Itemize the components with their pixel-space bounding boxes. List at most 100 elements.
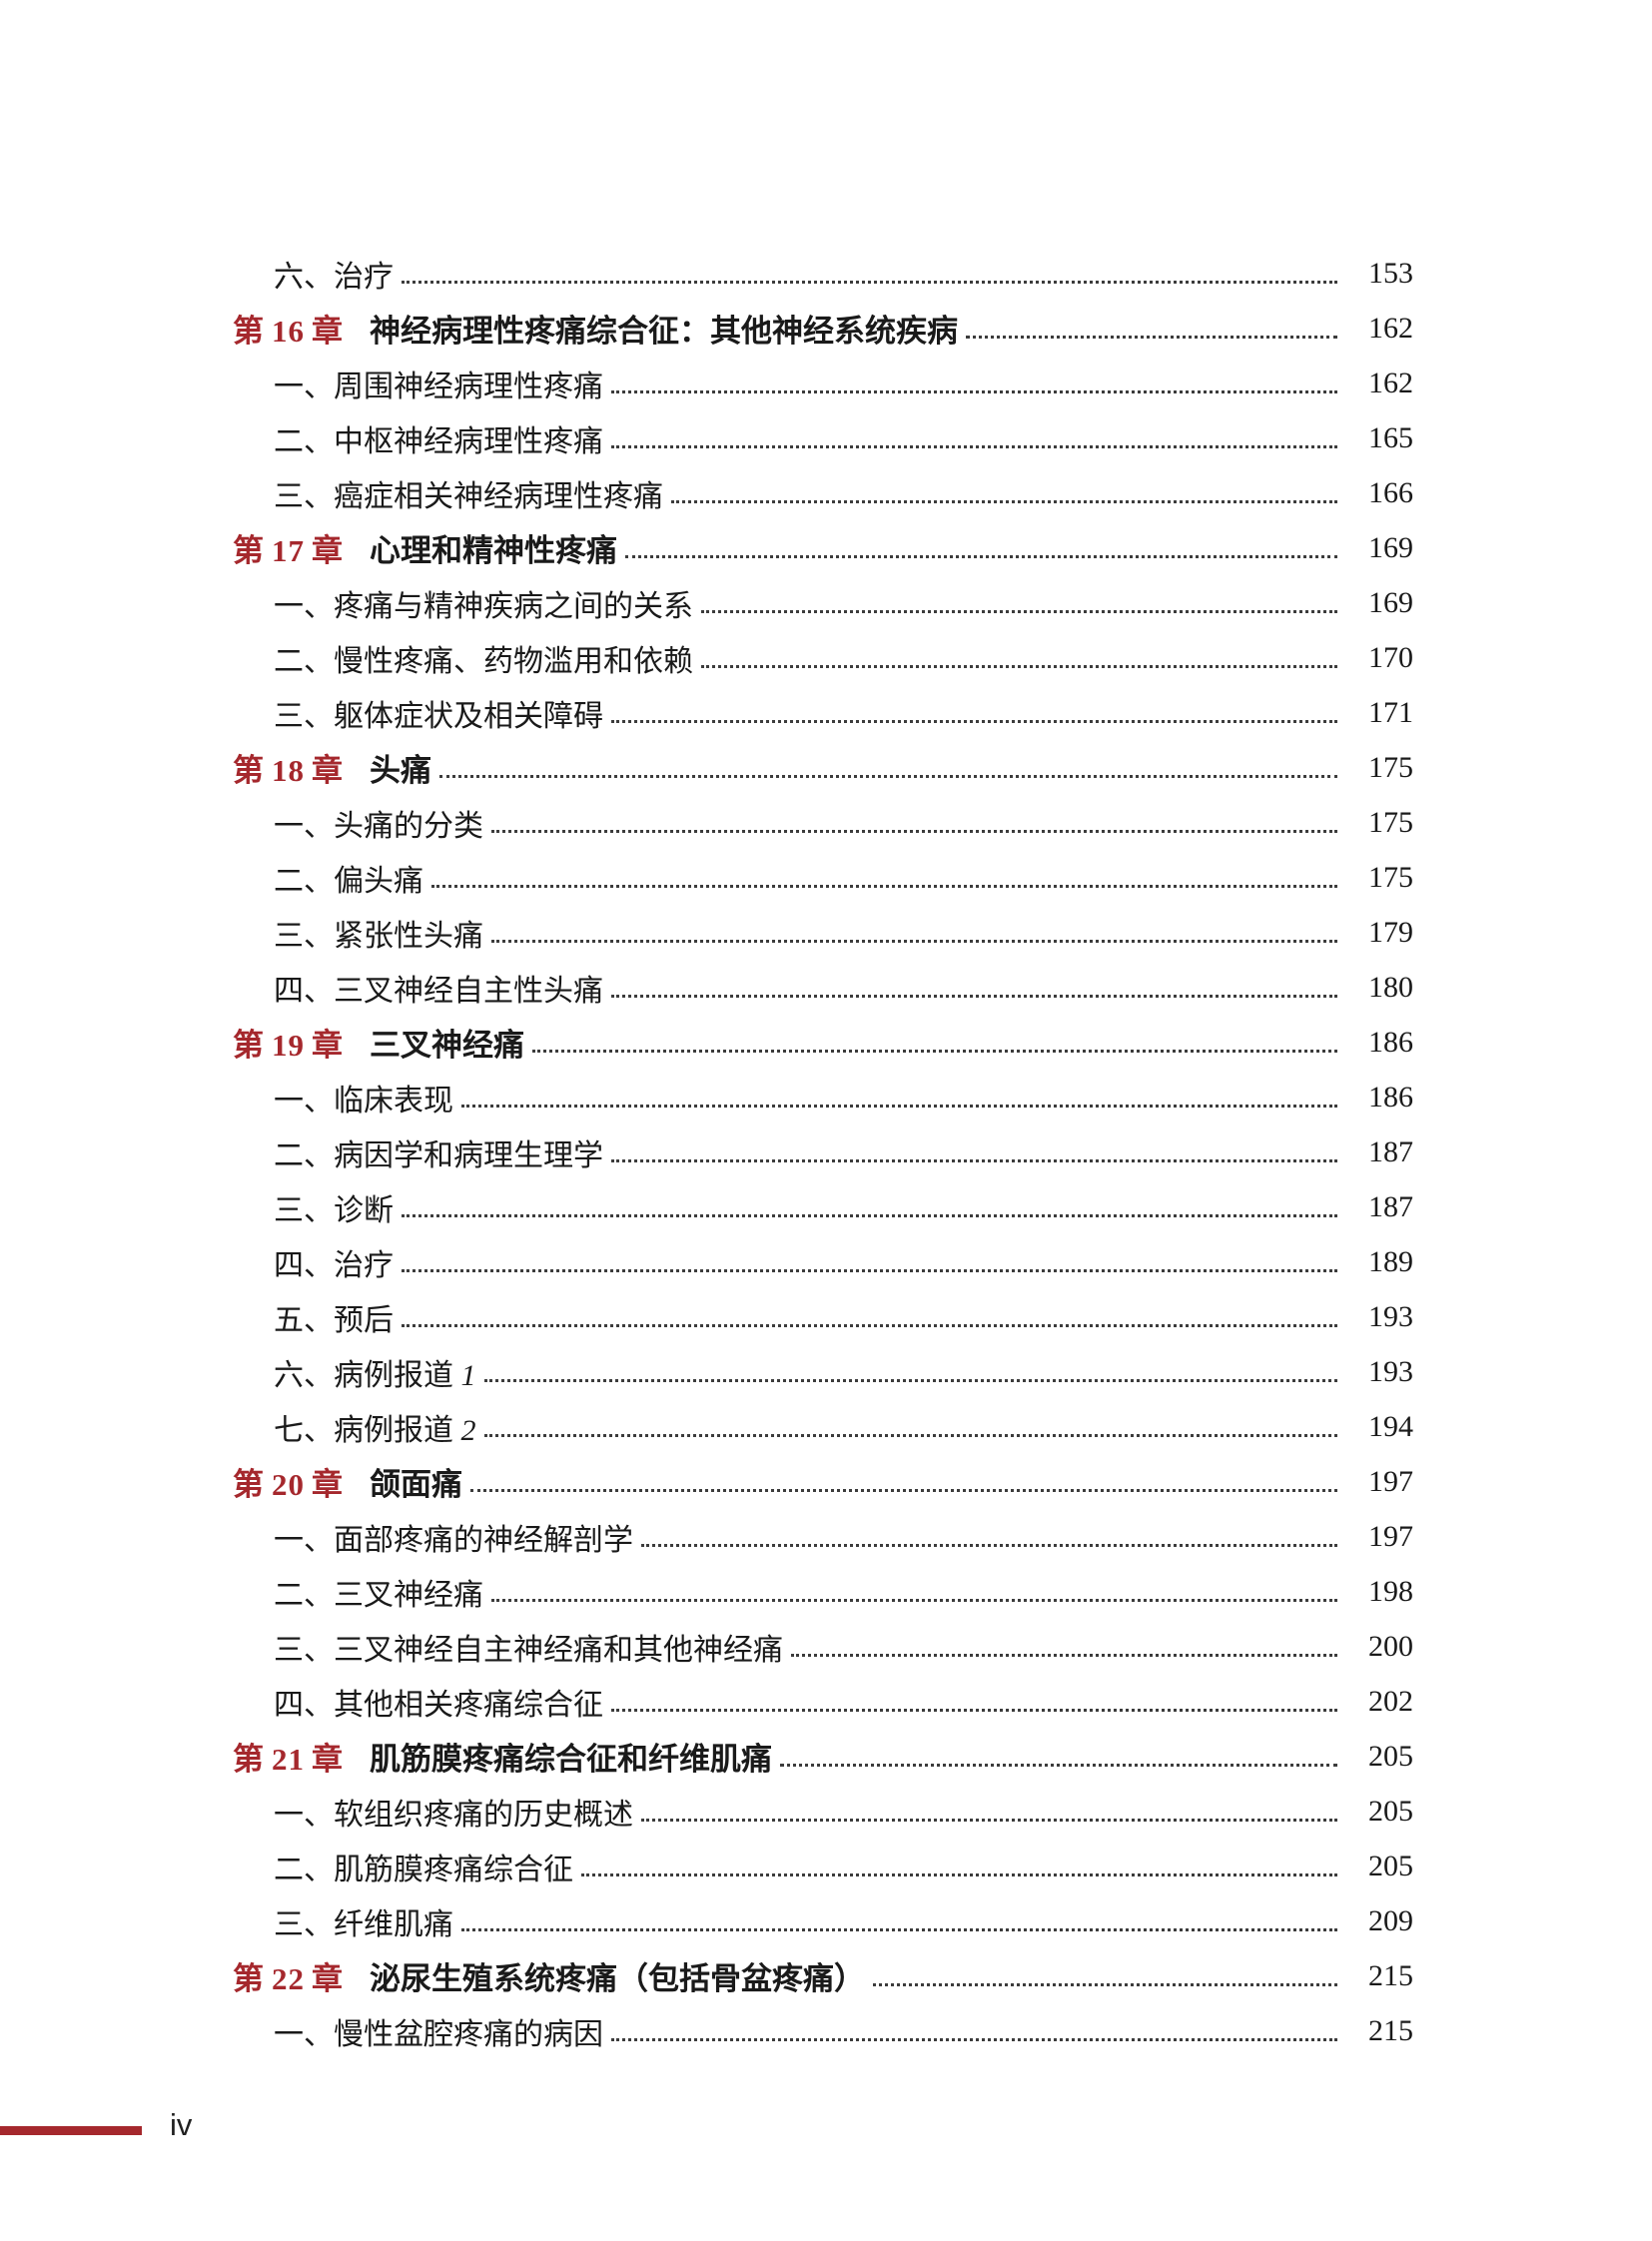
toc-row: 第 22 章 泌尿生殖系统疼痛（包括骨盆疼痛） 215	[233, 1948, 1413, 2003]
chapter-number: 21	[272, 1742, 305, 1777]
dot-leader	[491, 940, 1337, 943]
toc-entry-title: 二、肌筋膜疼痛综合征	[274, 1853, 573, 1886]
page-number: 165	[1368, 420, 1413, 454]
toc-row: 一、面部疼痛的神经解剖学 197	[233, 1509, 1413, 1564]
toc-entry-title: 三、躯体症状及相关障碍	[274, 699, 603, 733]
chapter-prefix: 第	[233, 314, 265, 349]
dot-leader	[641, 1544, 1337, 1547]
dot-leader	[439, 775, 1337, 778]
dot-leader	[483, 1379, 1337, 1382]
toc-entry-title: 一、疼痛与精神疾病之间的关系	[274, 589, 693, 623]
page-number: 205	[1368, 1739, 1413, 1773]
toc-entry-title: 一、头痛的分类	[274, 809, 483, 843]
page-number: 215	[1368, 1958, 1413, 1992]
toc-row: 第 18 章 头痛 175	[233, 740, 1413, 795]
dot-leader	[611, 1159, 1337, 1162]
chapter-suffix: 章	[312, 533, 344, 568]
page-number: 193	[1368, 1354, 1413, 1388]
table-of-contents: 六、治疗 153 第 16 章 神经病理性疼痛综合征：其他神经系统疾病 162 一、…	[233, 246, 1413, 2058]
toc-entry-title: 三、纤维肌痛	[274, 1907, 453, 1941]
toc-entry-title: 五、预后	[274, 1303, 394, 1337]
page-number: 166	[1368, 475, 1413, 509]
toc-entry-title: 一、临床表现	[274, 1084, 453, 1118]
toc-row: 三、纤维肌痛 209	[233, 1893, 1413, 1948]
toc-row: 第 17 章 心理和精神性疼痛 169	[233, 520, 1413, 575]
chapter-label: 第 19 章	[233, 1020, 344, 1065]
page-number: 197	[1368, 1519, 1413, 1553]
toc-row: 六、病例报道 1 193	[233, 1344, 1413, 1399]
dot-leader	[611, 390, 1337, 393]
toc-row: 二、偏头痛 175	[233, 850, 1413, 905]
page-number: 202	[1368, 1684, 1413, 1718]
dot-leader	[701, 665, 1337, 668]
chapter-prefix: 第	[233, 1742, 265, 1777]
dot-leader	[611, 720, 1337, 723]
toc-row: 三、诊断 187	[233, 1179, 1413, 1234]
page-number: 186	[1368, 1025, 1413, 1059]
chapter-prefix: 第	[233, 753, 265, 788]
chapter-suffix: 章	[312, 753, 344, 788]
dot-leader	[402, 1269, 1337, 1272]
page-number: 215	[1368, 2013, 1413, 2047]
toc-row: 五、预后 193	[233, 1289, 1413, 1344]
dot-leader	[791, 1654, 1337, 1657]
toc-row: 一、疼痛与精神疾病之间的关系 169	[233, 575, 1413, 630]
toc-entry-title: 颌面痛	[370, 1467, 462, 1502]
page-number: 193	[1368, 1299, 1413, 1333]
dot-leader	[611, 1709, 1337, 1712]
toc-entry-title: 三、诊断	[274, 1193, 394, 1227]
toc-row: 一、头痛的分类 175	[233, 795, 1413, 850]
toc-row: 第 16 章 神经病理性疼痛综合征：其他神经系统疾病 162	[233, 301, 1413, 356]
page-number: 153	[1368, 256, 1413, 290]
page-number: 162	[1368, 311, 1413, 345]
chapter-prefix: 第	[233, 1028, 265, 1063]
dot-leader	[780, 1764, 1337, 1767]
toc-row: 第 19 章 三叉神经痛 186	[233, 1015, 1413, 1070]
toc-entry-title: 七、病例报道 2	[274, 1413, 476, 1447]
toc-row: 六、治疗 153	[233, 246, 1413, 301]
page-number: 169	[1368, 585, 1413, 619]
toc-row: 二、慢性疼痛、药物滥用和依赖 170	[233, 630, 1413, 685]
chapter-label: 第 17 章	[233, 525, 344, 570]
toc-entry-title: 二、病因学和病理生理学	[274, 1138, 603, 1172]
page-number: 171	[1368, 695, 1413, 729]
toc-entry-title: 二、偏头痛	[274, 864, 423, 898]
chapter-label: 第 22 章	[233, 1953, 344, 1998]
chapter-number: 20	[272, 1467, 305, 1502]
toc-entry-title: 四、其他相关疼痛综合征	[274, 1688, 603, 1722]
chapter-prefix: 第	[233, 533, 265, 568]
toc-row: 第 21 章 肌筋膜疼痛综合征和纤维肌痛 205	[233, 1729, 1413, 1784]
chapter-suffix: 章	[312, 1028, 344, 1063]
page-number: 180	[1368, 970, 1413, 1004]
toc-row: 二、肌筋膜疼痛综合征 205	[233, 1839, 1413, 1893]
toc-entry-title: 四、三叉神经自主性头痛	[274, 974, 603, 1008]
toc-row: 一、慢性盆腔疼痛的病因 215	[233, 2003, 1413, 2058]
footer-accent-bar	[0, 2126, 142, 2135]
chapter-label: 第 16 章	[233, 306, 344, 351]
toc-entry-title: 二、慢性疼痛、药物滥用和依赖	[274, 644, 693, 678]
toc-entry-title: 一、面部疼痛的神经解剖学	[274, 1523, 633, 1557]
toc-row: 一、临床表现 186	[233, 1070, 1413, 1124]
chapter-number: 16	[272, 314, 305, 349]
page-number: 179	[1368, 915, 1413, 949]
toc-row: 三、紧张性头痛 179	[233, 905, 1413, 960]
page-number: 194	[1368, 1409, 1413, 1443]
toc-entry-title: 六、病例报道 1	[274, 1358, 476, 1392]
dot-leader	[402, 281, 1337, 284]
toc-row: 二、三叉神经痛 198	[233, 1564, 1413, 1619]
toc-entry-title: 二、中枢神经病理性疼痛	[274, 424, 603, 458]
chapter-label: 第 21 章	[233, 1734, 344, 1779]
toc-entry-title: 三、癌症相关神经病理性疼痛	[274, 479, 663, 513]
page-number: 205	[1368, 1794, 1413, 1828]
toc-entry-title: 心理和精神性疼痛	[370, 533, 617, 568]
chapter-label: 第 20 章	[233, 1459, 344, 1504]
toc-entry-title: 肌筋膜疼痛综合征和纤维肌痛	[370, 1742, 772, 1777]
dot-leader	[873, 1983, 1337, 1986]
toc-row: 三、三叉神经自主神经痛和其他神经痛 200	[233, 1619, 1413, 1674]
page-number: 198	[1368, 1574, 1413, 1608]
toc-entry-title: 三、紧张性头痛	[274, 919, 483, 953]
dot-leader	[402, 1214, 1337, 1217]
dot-leader	[461, 1105, 1337, 1108]
toc-entry-title: 泌尿生殖系统疼痛（包括骨盆疼痛）	[370, 1961, 865, 1996]
page-number: 186	[1368, 1080, 1413, 1114]
